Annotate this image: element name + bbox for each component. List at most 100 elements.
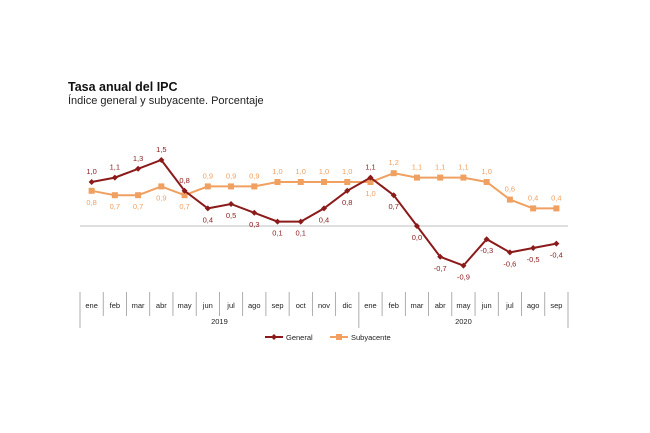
data-label-general: -0,4 (550, 251, 563, 260)
data-label-subyacente: 0,6 (505, 185, 515, 194)
data-point-subyacente (135, 192, 142, 199)
data-point-subyacente (204, 183, 211, 190)
x-tick-label: ago (527, 301, 540, 310)
data-label-general: -0,5 (527, 255, 540, 264)
data-label-general: 0,0 (412, 233, 422, 242)
data-label-subyacente: 0,4 (551, 193, 561, 202)
data-label-general: 0,7 (388, 202, 398, 211)
data-point-general (297, 218, 304, 225)
data-point-subyacente (367, 179, 374, 185)
data-label-subyacente: 0,7 (179, 202, 189, 211)
data-point-general (413, 223, 420, 229)
data-point-subyacente (390, 170, 397, 177)
year-label: 2020 (455, 317, 472, 326)
data-point-general (158, 157, 165, 163)
data-label-general: 1,5 (156, 145, 166, 154)
chart-subtitle: Índice general y subyacente. Porcentaje (68, 95, 264, 107)
x-tick-label: mar (410, 301, 423, 310)
data-label-subyacente: 0,8 (86, 198, 96, 207)
data-point-subyacente (158, 183, 165, 190)
data-point-general (204, 205, 211, 212)
data-label-general: -0,7 (434, 264, 447, 273)
data-point-general (344, 187, 351, 194)
data-label-subyacente: 1,1 (435, 163, 445, 172)
series-line-subyacente (91, 172, 557, 210)
data-point-subyacente (553, 205, 560, 212)
data-point-general (390, 192, 397, 199)
data-label-general: 1,1 (365, 163, 375, 172)
x-tick-label: sep (550, 301, 562, 310)
data-label-general: -0,9 (457, 273, 470, 282)
data-point-general (437, 253, 444, 260)
chart-title: Tasa anual del IPC (68, 80, 178, 94)
x-tick-label: dic (342, 301, 352, 310)
data-label-general: 0,1 (272, 229, 282, 238)
data-label-subyacente: 1,1 (458, 163, 468, 172)
legend-marker (271, 334, 277, 340)
data-label-subyacente: 1,0 (319, 167, 329, 176)
data-label-subyacente: 0,9 (226, 171, 236, 180)
data-label-general: 0,4 (319, 215, 329, 224)
x-tick-label: ago (248, 301, 261, 310)
legend-marker (336, 334, 342, 340)
data-point-subyacente (344, 179, 351, 185)
data-label-layer: 1,0 0,8 1,1 0,7 1,3 0,7 1,5 0,9 0,8 0,7 0,4 0,9 0,5 0… (86, 145, 562, 282)
data-point-subyacente (251, 183, 258, 190)
data-point-general (111, 174, 118, 181)
data-label-subyacente: 0,9 (203, 171, 213, 180)
x-tick-label: mar (132, 301, 145, 310)
data-point-subyacente (274, 179, 281, 185)
x-tick-label: feb (110, 301, 120, 310)
x-tick-label: ene (85, 301, 98, 310)
data-point-general (228, 201, 235, 207)
data-point-subyacente (530, 205, 537, 212)
x-tick-label: ene (364, 301, 377, 310)
x-tick-label: feb (388, 301, 398, 310)
data-label-general: 1,1 (110, 163, 120, 172)
data-point-subyacente (437, 174, 444, 181)
series-layer (88, 157, 560, 269)
x-tick-label: jul (505, 301, 514, 310)
axis-layer: ene feb mar abr may jun jul ago sep oct nov dic ene f… (79, 225, 569, 328)
x-tick-label: jul (226, 301, 235, 310)
data-label-general: 0,3 (249, 220, 259, 229)
data-point-general (321, 205, 327, 212)
data-point-general (274, 218, 281, 225)
x-tick-label: nov (318, 301, 330, 310)
data-point-subyacente (321, 179, 327, 185)
data-label-subyacente: 0,9 (249, 171, 259, 180)
data-point-general (135, 165, 142, 172)
data-point-general (460, 262, 467, 269)
legend: General Subyacente (265, 333, 391, 342)
data-point-general (506, 249, 513, 256)
x-tick-label: jun (202, 301, 213, 310)
data-label-subyacente: 1,0 (342, 167, 352, 176)
data-label-subyacente: 1,0 (365, 189, 375, 198)
data-point-general (181, 187, 188, 194)
x-tick-label: may (177, 301, 191, 310)
data-label-subyacente: 1,0 (296, 167, 306, 176)
data-label-general: -0,6 (503, 259, 516, 268)
data-label-general: 0,4 (203, 215, 213, 224)
data-point-subyacente (88, 187, 95, 194)
data-label-general: 1,0 (86, 167, 96, 176)
data-label-general: 0,5 (226, 211, 236, 220)
data-label-subyacente: 1,0 (272, 167, 282, 176)
data-point-general (553, 240, 560, 247)
data-point-general (483, 236, 490, 243)
data-label-subyacente: 0,4 (528, 193, 538, 202)
data-point-general (251, 209, 258, 216)
x-tick-label: abr (156, 301, 167, 310)
data-label-general: 1,3 (133, 154, 143, 163)
legend-label: General (286, 333, 313, 342)
data-label-subyacente: 0,9 (156, 193, 166, 202)
data-point-subyacente (111, 192, 118, 199)
x-tick-label: oct (296, 301, 307, 310)
data-point-subyacente (413, 174, 420, 181)
data-label-subyacente: 1,0 (481, 167, 491, 176)
legend-label: Subyacente (351, 333, 391, 342)
data-label-general: 0,8 (342, 198, 352, 207)
x-tick-label: jun (481, 301, 492, 310)
data-label-subyacente: 1,2 (388, 158, 398, 167)
